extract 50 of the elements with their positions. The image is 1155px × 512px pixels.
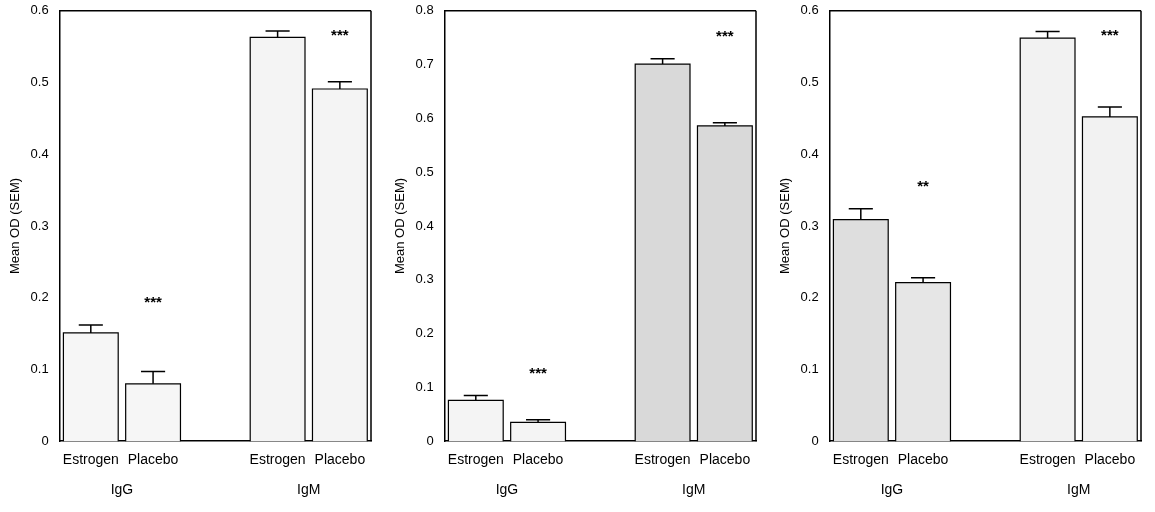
y-tick-label: 0.1 (800, 361, 819, 377)
y-tick-label: 0.6 (30, 2, 49, 18)
y-tick-label: 0.3 (30, 217, 49, 233)
annotation: *** (529, 363, 547, 381)
text: IgM (682, 481, 706, 498)
y-tick-label: 0.4 (800, 145, 819, 161)
y-tick-label: 0.2 (800, 289, 819, 305)
x-tick-label: Estrogen (634, 451, 691, 468)
text: IgG (495, 481, 519, 498)
annotation: *** (1101, 25, 1119, 43)
x-tick-label: Placebo (127, 451, 179, 468)
text: IgG (880, 481, 904, 498)
y-tick-label: 0.1 (415, 378, 434, 394)
y-axis-title: Mean OD (SEM) (777, 177, 793, 275)
x-tick-label: Estrogen (249, 451, 306, 468)
y-tick-label: 0.4 (30, 145, 49, 161)
text: IgG (110, 481, 134, 498)
y-tick-label: 0 (811, 432, 819, 448)
x-tick-label: Placebo (897, 451, 949, 468)
x-tick-label: Estrogen (1019, 451, 1076, 468)
y-tick-label: 0.2 (30, 289, 49, 305)
annotation: *** (331, 25, 349, 43)
y-tick-label: 0.5 (800, 74, 819, 90)
y-tick-label: 0.3 (415, 271, 434, 287)
x-tick-label: Estrogen (62, 451, 119, 468)
y-tick-label: 0.1 (30, 361, 49, 377)
x-tick-label: Estrogen (832, 451, 889, 468)
x-tick-label: Placebo (314, 451, 366, 468)
text: IgM (297, 481, 321, 498)
y-tick-label: 0 (426, 432, 434, 448)
y-tick-label: 0 (41, 432, 49, 448)
x-tick-label: Placebo (512, 451, 564, 468)
x-tick-label: Placebo (1084, 451, 1136, 468)
y-tick-label: 0.6 (800, 2, 819, 18)
x-tick-label: Estrogen (447, 451, 504, 468)
y-tick-label: 0.2 (415, 325, 434, 341)
text: IgM (1067, 481, 1091, 498)
y-axis-title: Mean OD (SEM) (392, 177, 408, 275)
y-tick-label: 0.5 (30, 74, 49, 90)
y-tick-label: 0.6 (415, 109, 434, 125)
annotation: ** (917, 176, 930, 194)
y-axis-title: Mean OD (SEM) (7, 177, 23, 275)
annotation: *** (716, 26, 734, 44)
y-tick-label: 0.3 (800, 217, 819, 233)
y-tick-label: 0.5 (415, 163, 434, 179)
x-tick-label: Placebo (699, 451, 751, 468)
y-tick-label: 0.8 (415, 2, 434, 18)
annotation: *** (144, 293, 162, 311)
y-tick-label: 0.7 (415, 56, 434, 72)
y-tick-label: 0.4 (415, 217, 434, 233)
